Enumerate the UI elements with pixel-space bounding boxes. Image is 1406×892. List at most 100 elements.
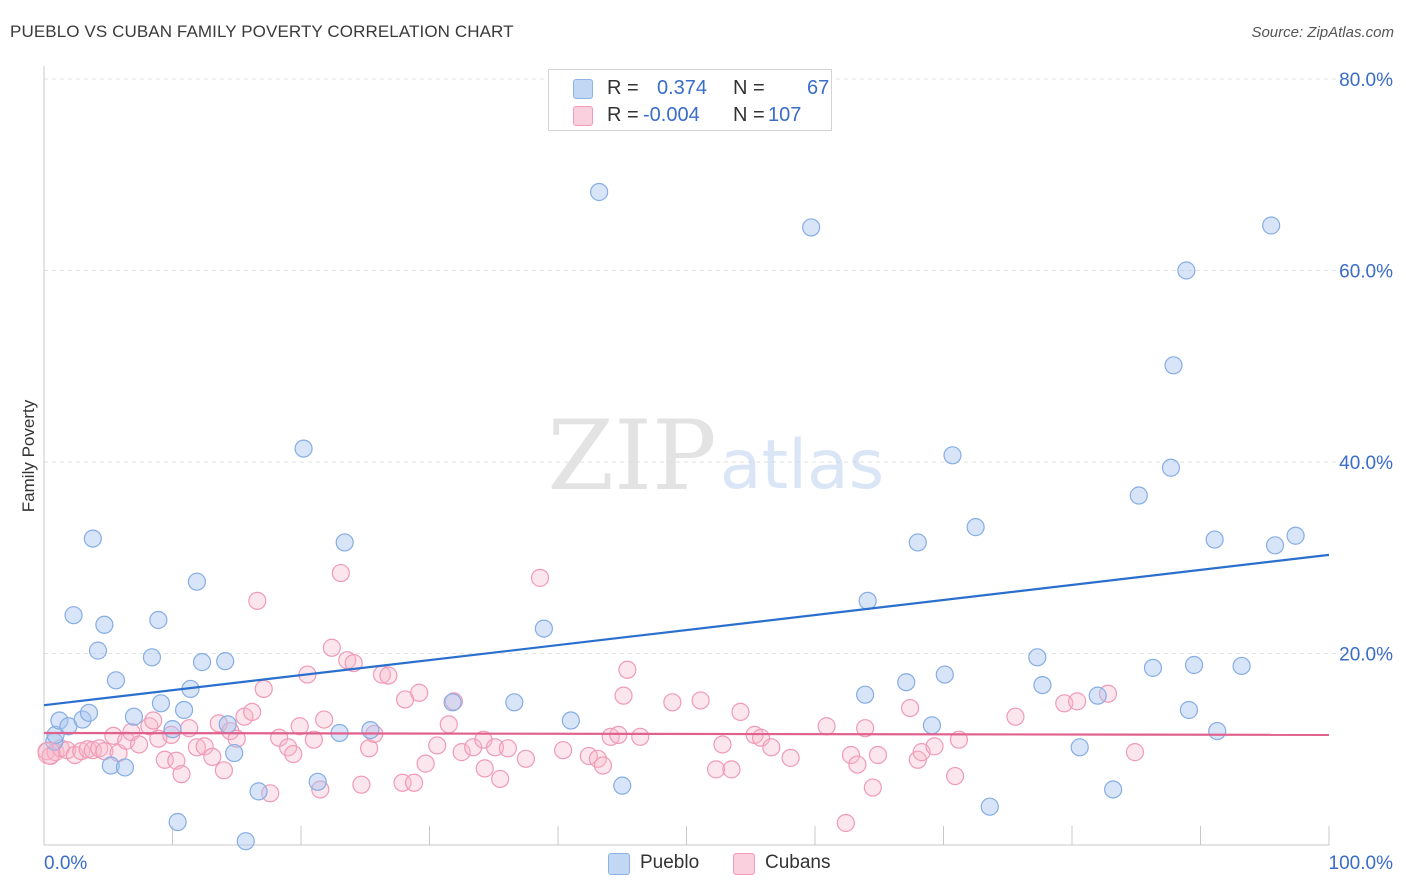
pueblo-point (980, 797, 999, 816)
pueblo-point (236, 832, 255, 851)
cubans-point (945, 766, 965, 786)
pueblo-point (168, 812, 187, 832)
pueblo-point (505, 693, 524, 712)
pueblo-point (88, 641, 108, 660)
cubans-point (444, 692, 464, 711)
pueblo-point (163, 720, 182, 739)
cubans-point (352, 775, 371, 794)
cubans-point (868, 745, 888, 765)
pueblo-point (1104, 780, 1123, 799)
cubans-point (722, 760, 741, 779)
cubans-point (90, 739, 109, 758)
cubans-point (439, 715, 458, 734)
cubans-point (248, 591, 267, 610)
pueblo-point (151, 694, 171, 713)
stats-legend: R = 0.374 N = 67 R = -0.004 N = 107 (548, 69, 832, 131)
pueblo-point (802, 218, 821, 237)
pueblo-point (308, 772, 327, 791)
n-value: 107 (768, 104, 802, 126)
cubans-point (1006, 707, 1025, 726)
cubans-point (614, 686, 633, 705)
pueblo-point (1088, 686, 1107, 705)
cubans-point (227, 729, 246, 748)
pueblo-trend-line (43, 553, 1330, 707)
pueblo-point (142, 648, 162, 667)
cubans-point (452, 743, 471, 762)
pueblo-point (1286, 526, 1305, 545)
pueblo-point (46, 725, 65, 744)
trend-lines (43, 553, 1330, 736)
cubans-point (663, 693, 682, 712)
cubans-swatch (573, 106, 593, 126)
cubans-trend-line (43, 731, 1330, 736)
pueblo-point (897, 673, 916, 692)
pueblo-point (192, 653, 212, 672)
pueblo-point (1129, 486, 1148, 505)
pueblo-point (124, 707, 144, 726)
pueblo-point (1208, 721, 1227, 741)
pueblo-point (218, 715, 237, 734)
pueblo-point (83, 529, 102, 548)
cubans-point (781, 748, 800, 767)
cubans-point (516, 749, 535, 768)
y-tick-label: 40.0% (1339, 453, 1393, 474)
cubans-point (925, 737, 944, 756)
pueblo-point (95, 615, 114, 634)
cubans-point (162, 725, 181, 744)
pueblo-point (174, 700, 194, 720)
cubans-point (203, 747, 222, 767)
cubans-point (554, 741, 573, 760)
watermark-atlas: atlas (720, 426, 884, 505)
cubans-point (410, 683, 429, 702)
cubans-point (284, 744, 303, 764)
y-axis-label: Family Poverty (19, 399, 38, 513)
pueblo-point (908, 533, 927, 552)
pueblo-point (943, 446, 962, 465)
cubans-point (836, 813, 855, 833)
pueblo-point (64, 606, 83, 625)
n-label: N = (733, 104, 765, 126)
cubans-point (187, 738, 207, 757)
pueblo-point (79, 703, 99, 722)
stats-row-pueblo: R = 0.374 N = 67 (549, 75, 831, 101)
pueblo-point (216, 652, 235, 671)
cubans-point (631, 727, 650, 746)
cubans-point (428, 736, 447, 755)
pueblo-point (1033, 675, 1052, 695)
pueblo-point (613, 776, 632, 795)
pueblo-point (935, 665, 954, 684)
pueblo-point (1184, 655, 1204, 675)
cubans-point (144, 711, 163, 730)
pueblo-point (1179, 700, 1199, 720)
data-points (37, 182, 1305, 851)
cubans-point (254, 679, 273, 699)
r-value: 0.374 (657, 77, 708, 99)
pueblo-point (294, 439, 313, 458)
legend-label: Pueblo (640, 852, 700, 873)
pueblo-point (1265, 536, 1285, 555)
pueblo-point (1070, 738, 1089, 757)
pueblo-point (1177, 261, 1196, 280)
cubans-point (475, 759, 494, 778)
cubans-point (404, 773, 424, 792)
y-tick-label: 20.0% (1339, 645, 1393, 666)
pueblo-point (561, 711, 580, 730)
gridlines (44, 78, 1393, 654)
cubans-point (498, 739, 517, 758)
stats-row-cubans: R = -0.004 N = 107 (549, 102, 831, 128)
r-label: R = (607, 104, 639, 126)
pueblo-point (50, 711, 69, 730)
pueblo-point (106, 671, 126, 690)
cubans-point (618, 660, 637, 679)
cubans-point (491, 769, 510, 789)
cubans-point (129, 735, 149, 754)
cubans-point (817, 717, 836, 736)
source-credit: Source: ZipAtlas.com (1251, 24, 1394, 41)
cubans-point (1125, 743, 1145, 762)
cubans-point (731, 702, 750, 722)
cubans-point (713, 735, 732, 754)
y-tick-label: 60.0% (1339, 262, 1393, 283)
pueblo-point (1143, 658, 1163, 677)
pueblo-point (590, 182, 609, 202)
